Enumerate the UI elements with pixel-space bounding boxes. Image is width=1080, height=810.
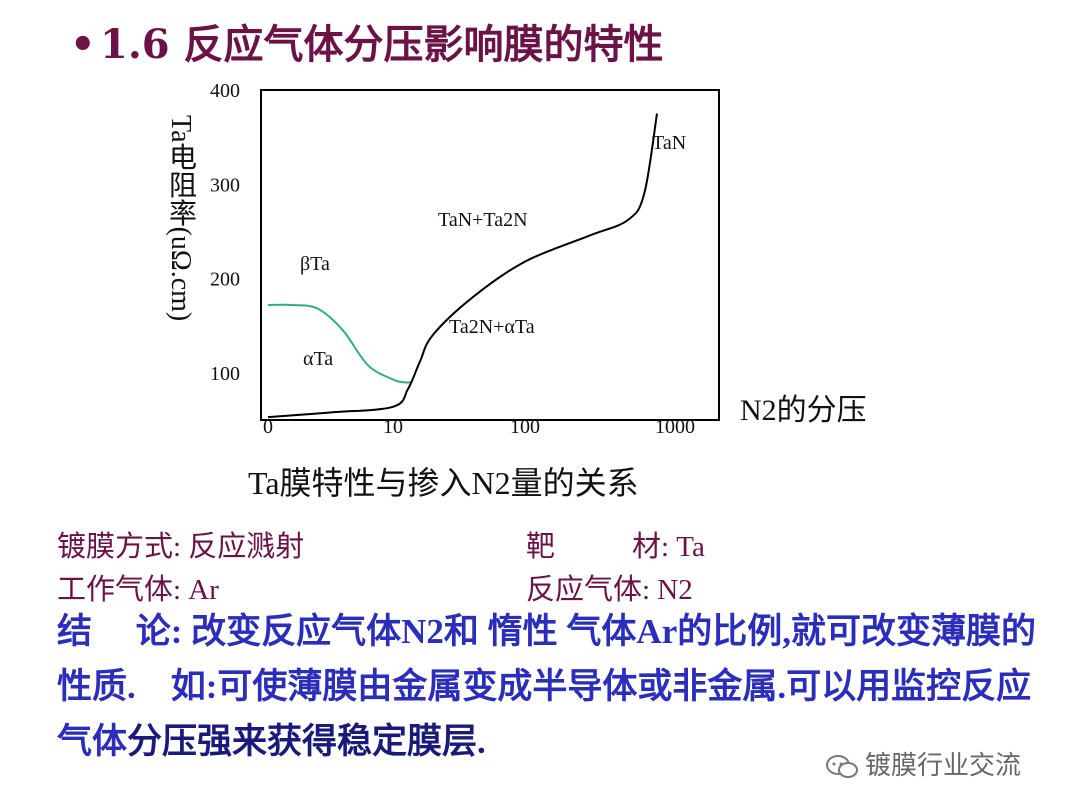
annotation-3: TaN+Ta2N [438, 209, 528, 231]
x-axis-label: N2的分压 [740, 394, 867, 427]
chart-svg: 100 200 300 400 0 10 100 1000 βTa αTa Ta2N+αTa TaN+… [210, 80, 720, 438]
title-bullet: • [70, 21, 96, 68]
watermark: 镀膜行业交流 [825, 745, 1021, 782]
series-line-0 [267, 303, 413, 384]
annotation-0: βTa [300, 253, 330, 275]
slide-title: • 1.6 反应气体分压影响膜的特性 [70, 12, 664, 70]
spec-react-gas: 反应气体: N2 [526, 574, 693, 606]
x-tick-label-1000: 1000 [655, 416, 695, 438]
conclusion-part2: 分压强来获得稳定膜层. [127, 722, 486, 761]
y-tick-label-200: 200 [210, 269, 240, 291]
conclusion-text: 结 论: 改变反应气体N2和 惰性 气体Ar的比例,就可改变薄膜的性质. 如:可… [57, 604, 1057, 769]
plot-frame [260, 89, 720, 421]
spec-work-gas: 工作气体: Ar [57, 574, 219, 606]
annotation-1: αTa [303, 348, 333, 370]
y-axis-label: Ta电阻率(uΩ.cm) [165, 115, 196, 322]
spec-target-label: 靶 [526, 531, 556, 563]
watermark-text: 镀膜行业交流 [865, 751, 1022, 781]
x-tick-label-100: 100 [510, 416, 540, 438]
y-tick-label-300: 300 [210, 174, 240, 196]
chart-caption: Ta膜特性与掺入N2量的关系 [248, 465, 639, 501]
y-tick-label-100: 100 [210, 363, 240, 385]
conclusion-part1: 结 论: 改变反应气体N2和 惰性 气体Ar的比例,就可改变薄膜的性质. 如:可… [57, 612, 1036, 761]
annotation-4: TaN [652, 132, 686, 154]
chart-marks: 100 200 300 400 0 10 100 1000 βTa αTa Ta2N+αTa TaN+… [210, 80, 695, 438]
title-text: 1.6 反应气体分压影响膜的特性 [100, 21, 664, 68]
spec-method: 镀膜方式: 反应溅射 [57, 531, 305, 563]
x-tick-label-0: 0 [263, 416, 273, 438]
series-line-1 [267, 113, 658, 419]
spec-target-value: 材: Ta [632, 531, 705, 563]
chat-bubble-icon [826, 754, 858, 778]
y-tick-label-400: 400 [210, 80, 240, 102]
x-tick-label-10: 10 [383, 416, 403, 438]
annotation-2: Ta2N+αTa [449, 316, 535, 338]
